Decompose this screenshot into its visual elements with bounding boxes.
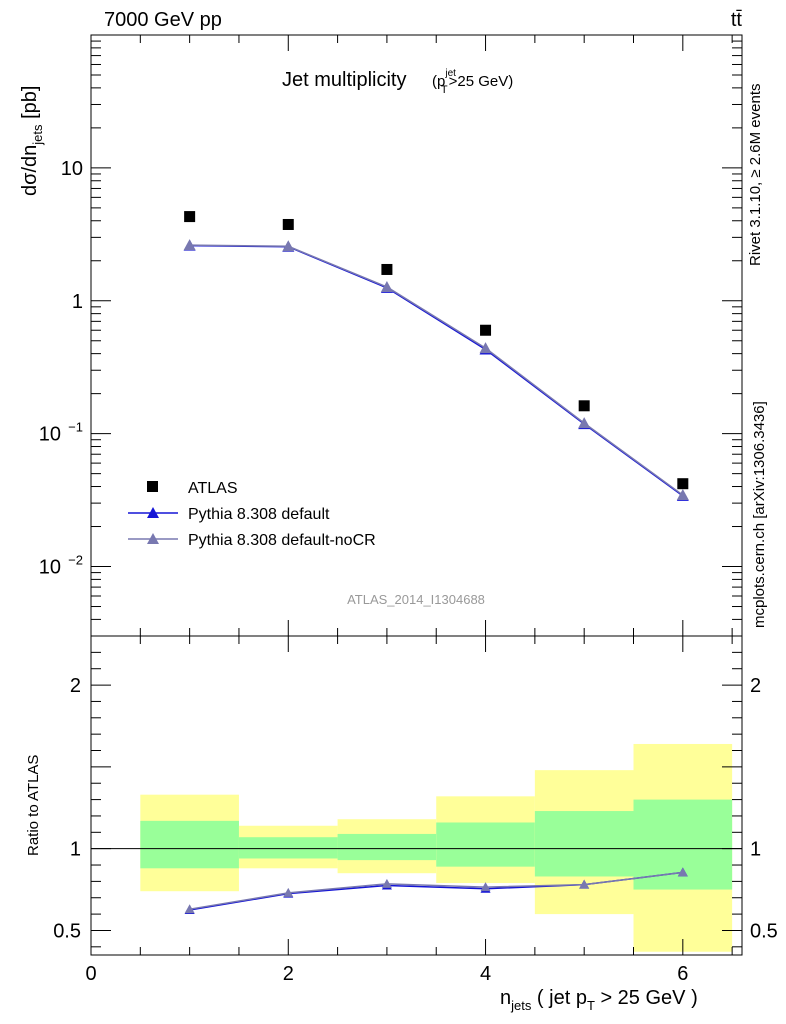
main-ytick-label-4: 10 (39, 557, 61, 579)
ratio-nocr-point-4 (480, 882, 491, 892)
legend-label-atlas: ATLAS (188, 480, 238, 497)
legend-marker-default (147, 507, 159, 518)
legend-marker-atlas (147, 481, 158, 492)
legend: ATLAS Pythia 8.308 default Pythia 8.308 … (128, 480, 376, 549)
band-inner-2 (238, 837, 338, 859)
main-ytick-label-2: 1 (72, 291, 83, 313)
xtick-label-2: 2 (283, 963, 294, 985)
xtick-label-1: 0 (85, 963, 96, 985)
ratio-ylabel: Ratio to ATLAS (25, 755, 42, 856)
xtick-label-3: 4 (480, 963, 491, 985)
nocr-point-3 (380, 280, 393, 292)
xtick-label-4: 6 (677, 963, 688, 985)
header-left: 7000 GeV pp (104, 9, 222, 31)
nocr-point-6 (676, 489, 689, 501)
atlas-point-2 (282, 218, 294, 230)
ratio-ytick-label-right-1: 2 (750, 675, 761, 697)
legend-label-default: Pythia 8.308 default (188, 506, 330, 523)
atlas-point-6 (677, 478, 689, 490)
band-inner-3 (337, 833, 437, 861)
side-text-top: Rivet 3.1.10, ≥ 2.6M events (747, 84, 764, 267)
nocr-point-2 (282, 240, 295, 252)
ratio-ytick-label-left-2: 1 (70, 839, 81, 861)
main-ytick-sup-3: −1 (68, 420, 83, 435)
ratio-nocr-point-1 (184, 904, 195, 914)
x-axis-label: njets ( jet pT > 25 GeV ) (500, 987, 698, 1013)
ratio-nocr-point-3 (381, 878, 392, 888)
atlas-point-3 (381, 263, 393, 275)
main-ytick-sup-4: −2 (68, 553, 83, 568)
ratio-band-layer (140, 743, 733, 952)
ratio-frame (90, 635, 743, 956)
nocr-point-1 (183, 239, 196, 251)
atlas-point-4 (480, 324, 492, 336)
atlas-point-5 (578, 400, 590, 412)
main-series-layer (183, 211, 689, 501)
header-right: tt̄ (731, 9, 743, 31)
main-ytick-label-3: 10 (39, 424, 61, 446)
ratio-ytick-label-left-1: 2 (70, 675, 81, 697)
legend-marker-nocr (147, 533, 159, 544)
nocr-point-4 (479, 342, 492, 354)
ratio-ytick-label-right-3: 0.5 (750, 920, 778, 942)
ratio-nocr-point-5 (579, 879, 590, 889)
band-inner-1 (140, 820, 239, 869)
band-inner-5 (534, 811, 634, 877)
plot-title-sub: (pjet T>25 GeV) (432, 68, 513, 96)
nocr-line (189, 244, 684, 496)
atlas-point-1 (184, 211, 196, 223)
ratio-nocr-point-2 (283, 887, 294, 897)
default-line (189, 244, 684, 497)
side-text-bottom: mcplots.cern.ch [arXiv:1306.3436] (751, 401, 768, 628)
analysis-id: ATLAS_2014_I1304688 (347, 592, 485, 607)
band-inner-4 (436, 822, 535, 867)
ratio-nocr-point-6 (677, 867, 688, 877)
main-ylabel: dσ/dnjets [pb] (19, 86, 45, 196)
ratio-nocr-line (189, 871, 683, 910)
main-ytick-label-1: 10 (61, 158, 83, 180)
nocr-point-5 (578, 417, 591, 429)
ratio-ytick-label-left-3: 0.5 (53, 920, 81, 942)
legend-label-nocr: Pythia 8.308 default-noCR (188, 532, 376, 549)
plot-title-main: Jet multiplicity (282, 69, 406, 91)
ratio-series-layer (184, 867, 688, 915)
plot-title: Jet multiplicity (282, 69, 406, 91)
ratio-ytick-label-right-2: 1 (750, 839, 761, 861)
